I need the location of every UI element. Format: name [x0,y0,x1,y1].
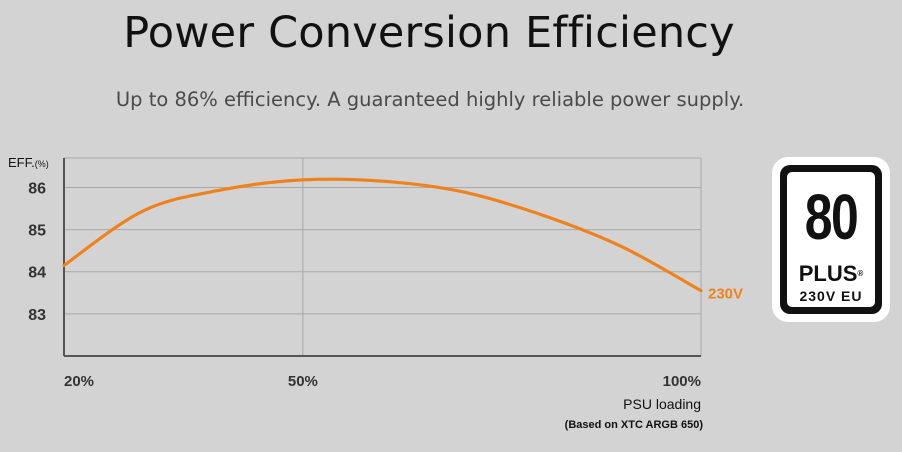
badge-frame: 80 PLUS® 230V EU [780,165,882,314]
x-tick-label-100: 100% [663,373,701,390]
page-title: Power Conversion Efficiency [123,8,735,58]
legend-label-230V: 230V [708,286,743,303]
chart-grid [64,158,701,356]
x-axis-label: PSU loading [623,396,701,412]
efficiency-chart: EFF.(%) PSU loading (Based on XTC ARGB 6… [8,155,743,431]
badge-plus: PLUS® [787,262,875,286]
y-axis-label: EFF.(%) [8,155,49,170]
registered-mark: ® [857,269,864,278]
chart-note: (Based on XTC ARGB 650) [565,419,704,431]
badge-number: 80 [804,181,859,253]
y-tick-label-84: 84 [28,265,46,282]
x-tick-label-50: 50% [288,373,318,390]
chart-axes [63,157,702,357]
y-tick-label-86: 86 [28,180,46,197]
y-tick-label-83: 83 [28,307,46,324]
chart-series [62,177,703,293]
y-axis-label-unit: (%) [35,159,49,169]
y-axis-label-text: EFF. [8,155,35,170]
badge-face: 80 PLUS® 230V EU [787,172,875,307]
page-subtitle: Up to 86% efficiency. A guaranteed highl… [115,88,745,111]
badge-plus-text: PLUS [798,261,858,286]
x-tick-label-20: 20% [64,373,94,390]
chart-labels: EFF.(%) PSU loading (Based on XTC ARGB 6… [8,155,743,431]
y-tick-label-85: 85 [28,223,46,240]
badge-rating: 230V EU [799,288,863,304]
80-plus-badge: 80 PLUS® 230V EU [772,157,890,322]
series-line-230V [62,177,703,293]
